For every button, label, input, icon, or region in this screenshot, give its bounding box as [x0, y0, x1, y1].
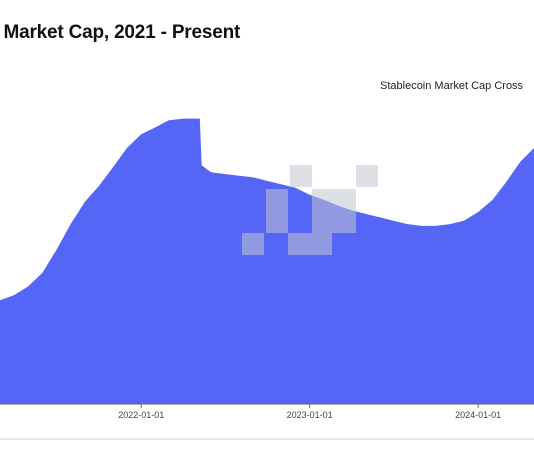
chart-title: n Market Cap, 2021 - Present — [0, 22, 241, 43]
x-tick-label: 2022-01-01 — [118, 410, 164, 420]
x-tick-label: 2024-01-01 — [455, 410, 501, 420]
x-tick-label: 2023-01-01 — [287, 410, 333, 420]
x-tick-layer: 2022-01-01 2023-01-01 2024-01-01 — [118, 404, 501, 420]
chart-annotation: Stablecoin Market Cap Cross — [380, 80, 524, 92]
watermark-logo — [242, 165, 378, 255]
area-layer — [0, 118, 534, 404]
series-area — [0, 118, 534, 404]
